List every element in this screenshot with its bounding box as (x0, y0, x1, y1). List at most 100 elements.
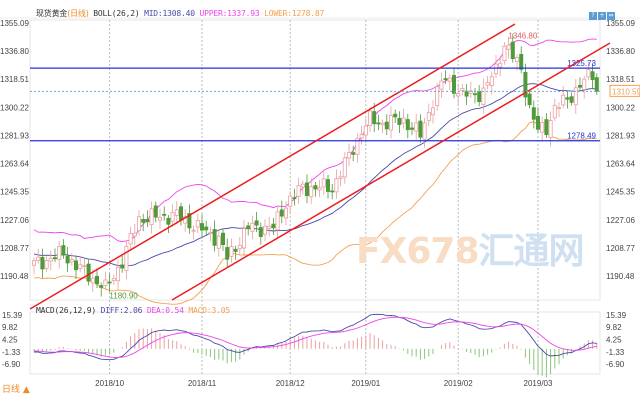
macd-tick-label: 4.25 (2, 335, 18, 344)
boll-mid-line (33, 83, 597, 267)
candle-down (258, 227, 263, 237)
period-label: (日线) (67, 9, 89, 18)
candle-down (141, 219, 146, 223)
boll-lower: LOWER:1278.87 (264, 9, 325, 18)
last-price-box (609, 84, 640, 97)
candle-up (355, 137, 360, 155)
expand-button[interactable]: ⇔ (607, 12, 615, 20)
price-tick-label: 1318.51 (0, 75, 29, 84)
candle-down (40, 257, 45, 270)
candle-up (136, 216, 141, 231)
boll-label[interactable]: BOLL(26,2) (93, 9, 140, 18)
candle-up (149, 208, 154, 226)
chart-toolbar: ? + ⇔ (589, 12, 615, 20)
candle-down (325, 179, 330, 192)
price-tick-label: 1227.06 (606, 216, 635, 225)
price-tick-label: 1300.22 (0, 103, 29, 112)
candle-up (401, 117, 406, 124)
candle-up (540, 122, 545, 133)
macd-diff: DIFF:2.06 (100, 306, 143, 315)
candle-up (69, 259, 74, 263)
candle-down (313, 185, 318, 190)
zoom-in-button[interactable]: + (598, 12, 606, 20)
price-tick-label: 1263.64 (0, 160, 29, 169)
macd-diff-line (34, 313, 597, 361)
candle-down (594, 77, 599, 92)
price-tick-label: 1227.06 (0, 216, 29, 225)
candle-down (451, 75, 456, 94)
price-tick-label: 1190.48 (606, 272, 635, 281)
date-label: 2019/03 (524, 379, 553, 388)
macd-tick-label: -6.90 (606, 360, 625, 369)
candle-down (162, 213, 167, 216)
low-label: 1180.90 (109, 292, 138, 301)
candle-up (561, 94, 566, 106)
candle-down (61, 245, 66, 256)
candle-up (456, 92, 461, 97)
macd-tick-label: 15.39 (606, 311, 627, 320)
candle-down (107, 281, 112, 284)
candle-down (95, 275, 100, 285)
candle-up (447, 77, 452, 82)
candle-up (468, 90, 473, 94)
candle-down (199, 223, 204, 231)
candle-up (493, 63, 498, 75)
date-label: 2018/12 (276, 379, 305, 388)
candle-up (380, 122, 385, 126)
candle-up (296, 185, 301, 197)
candle-down (330, 190, 335, 193)
macd-tick-label: -6.90 (2, 360, 21, 369)
macd-tick-label: 15.39 (2, 311, 23, 320)
candle-up (481, 87, 486, 105)
date-label: 2018/11 (188, 379, 217, 388)
candle-up (309, 186, 314, 198)
candle-up (132, 232, 137, 237)
candle-down (292, 197, 297, 200)
candle-down (225, 247, 230, 260)
date-label: 2018/10 (95, 379, 124, 388)
candle-down (565, 97, 570, 100)
macd-label[interactable]: MACD(26,12,9) (36, 306, 97, 315)
candle-up (82, 265, 87, 268)
candle-up (515, 57, 520, 63)
channel-lower-line (171, 42, 611, 301)
candle-down (590, 71, 595, 81)
price-tick-label: 1281.93 (606, 131, 635, 140)
macd-dea: DEA:0.54 (146, 306, 184, 315)
candle-down (578, 85, 583, 88)
candle-up (422, 122, 427, 140)
help-button[interactable]: ? (589, 12, 597, 20)
candle-down (409, 127, 414, 130)
macd-tick-label: 4.25 (606, 335, 622, 344)
candle-down (53, 257, 58, 260)
candle-down (531, 107, 536, 120)
candle-up (439, 80, 444, 90)
candle-up (208, 232, 213, 234)
candle-up (388, 115, 393, 131)
candle-up (582, 78, 587, 90)
macd-header: MACD(26,12,9) DIFF:2.06 DEA:0.54 MACD:3.… (36, 306, 230, 315)
candle-down (472, 93, 477, 96)
price-tick-label: 1263.64 (606, 160, 635, 169)
candle-down (569, 96, 574, 103)
candle-up (124, 246, 129, 271)
candle-up (57, 246, 62, 260)
candle-down (397, 117, 402, 125)
candle-down (145, 219, 150, 223)
candle-down (544, 119, 549, 135)
candle-down (418, 120, 423, 138)
candle-down (86, 263, 91, 282)
period-selector[interactable]: 日线 ▲ (2, 385, 30, 395)
price-tick-label: 1300.22 (606, 103, 635, 112)
candle-up (250, 222, 255, 232)
price-tick-label: 1208.77 (0, 244, 29, 253)
candle-up (128, 233, 133, 245)
candle-down (271, 223, 276, 229)
candle-up (346, 152, 351, 159)
candle-up (275, 211, 280, 231)
candle-down (178, 206, 183, 221)
candle-up (430, 107, 435, 116)
candle-up (338, 176, 343, 179)
price-panel (29, 19, 601, 301)
